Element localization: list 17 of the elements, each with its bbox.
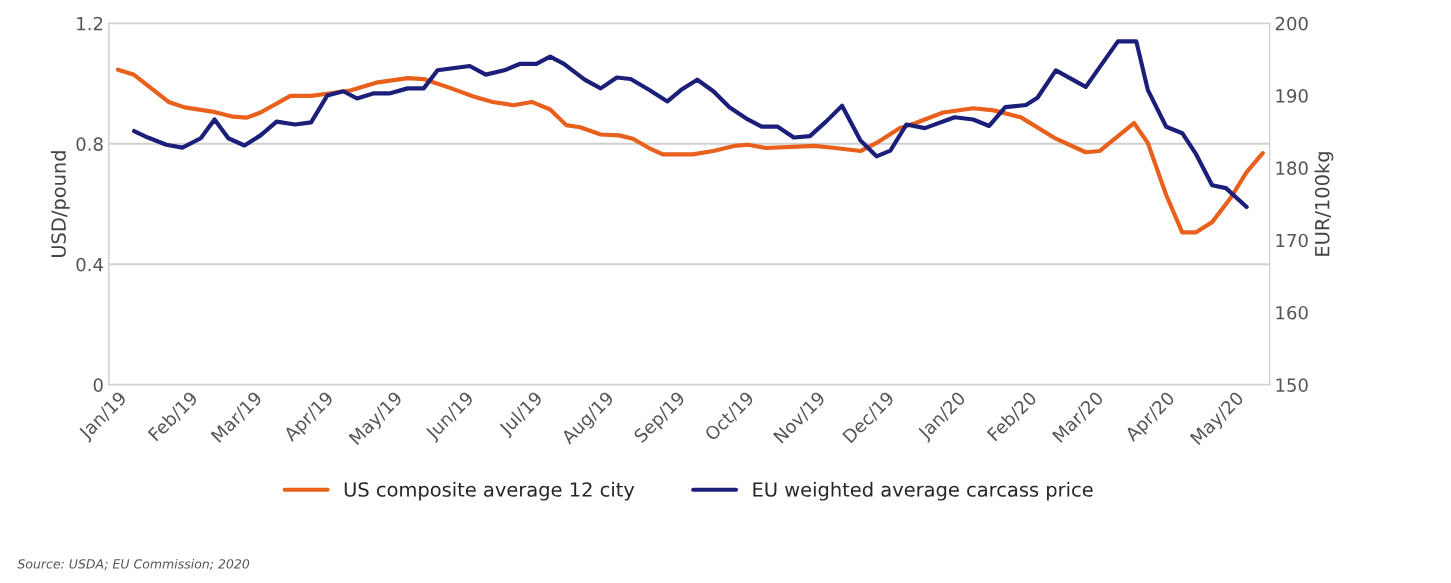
line-series: [132, 39, 1249, 210]
y2-axis-title: EUR/100kg: [1314, 152, 1334, 256]
y-axis-title: USD/pound: [50, 151, 70, 258]
y-tick-label: 0: [93, 378, 103, 392]
legend-label: US composite average 12 city: [344, 481, 635, 501]
y-tick-label: 1.2: [77, 16, 103, 31]
y2-tick-label: 160: [1276, 305, 1308, 320]
y2-tick-label: 180: [1276, 161, 1308, 176]
y2-tick-label: 190: [1276, 89, 1308, 103]
y2-tick-label: 150: [1276, 378, 1308, 392]
line-series: [115, 67, 1265, 235]
legend-label: EU weighted average carcass price: [753, 481, 1093, 501]
y-tick-label: 0.4: [76, 257, 103, 272]
y2-tick-label: 170: [1276, 233, 1308, 248]
source-note: Source: USDA; EU Commission; 2020: [17, 558, 250, 570]
y-tick-label: 0.8: [76, 137, 103, 151]
y2-tick-label: 200: [1275, 16, 1308, 31]
